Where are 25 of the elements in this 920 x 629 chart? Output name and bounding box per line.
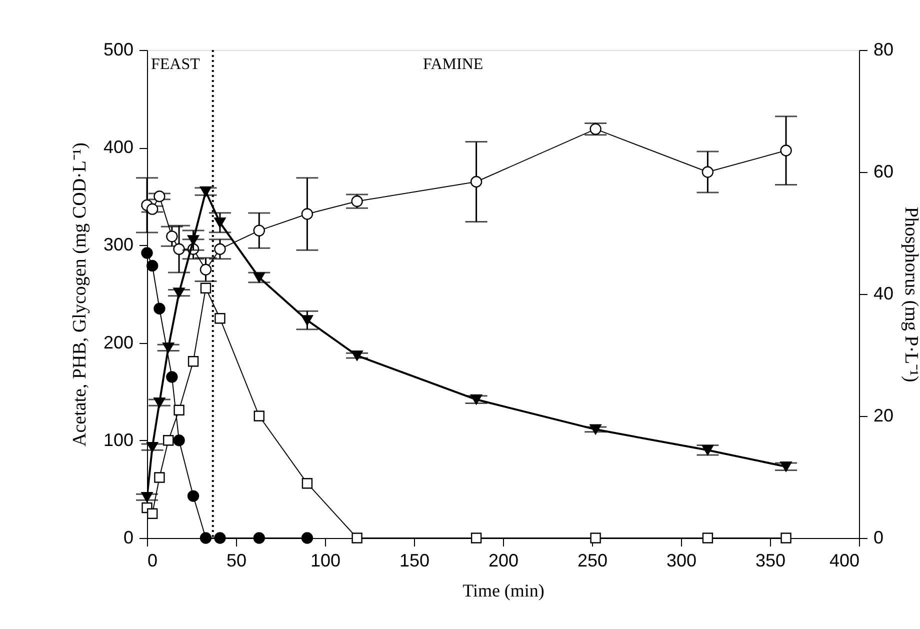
x-tick-label: 50 <box>226 550 247 570</box>
y-tick-label: 300 <box>103 234 134 255</box>
x-axis-title: Time (min) <box>462 580 544 600</box>
x-tick-label: 250 <box>577 550 608 570</box>
y-tick-label: 500 <box>103 40 134 60</box>
y2-axis-title: Phosphorus (mg P·L⁻¹) <box>900 206 920 382</box>
y-tick-label: 400 <box>103 137 134 158</box>
x-tick-label: 350 <box>755 550 786 570</box>
y2-tick-label: 40 <box>874 284 894 304</box>
x-tick-label: 150 <box>399 550 430 570</box>
y-tick-label: 0 <box>123 528 134 548</box>
annotation: FEAST <box>151 56 200 73</box>
y2-tick-label: 20 <box>874 406 894 426</box>
x-tick-label: 0 <box>148 550 158 570</box>
x-tick-label: 300 <box>666 550 697 570</box>
annotation: FAMINE <box>423 56 484 73</box>
x-tick-label: 400 <box>829 550 860 570</box>
x-tick-label: 200 <box>488 550 519 570</box>
x-tick-label: 100 <box>310 550 341 570</box>
y2-tick-label: 80 <box>874 40 894 60</box>
y-axis-title: Acetate, PHB, Glycogen (mg COD·L⁻¹) <box>69 142 90 447</box>
y-tick-label: 200 <box>103 332 134 352</box>
y2-tick-label: 60 <box>874 162 894 182</box>
y2-tick-label: 0 <box>874 528 884 548</box>
y-tick-label: 100 <box>103 430 134 450</box>
